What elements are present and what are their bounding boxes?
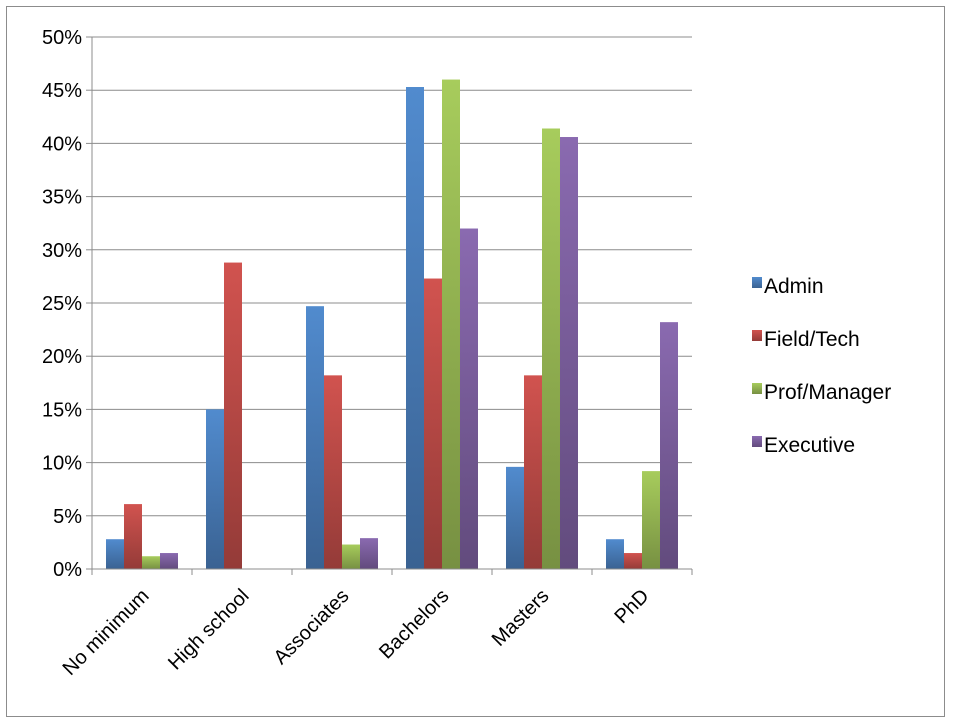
y-tick-label: 35%	[42, 187, 82, 209]
y-tick-label: 25%	[42, 293, 82, 315]
legend-swatch-field-tech	[752, 330, 762, 341]
y-tick-label: 0%	[53, 559, 82, 581]
legend-label-executive: Executive	[764, 434, 855, 457]
legend-label-prof-manager: Prof/Manager	[764, 381, 891, 404]
bar-executive-phd	[660, 322, 678, 569]
bar-executive-bachelors	[460, 228, 478, 569]
x-tick-label: High school	[164, 585, 253, 674]
gridlines	[92, 36, 692, 517]
y-tick-label: 30%	[42, 240, 82, 262]
bar-prof-manager-phd	[642, 471, 660, 569]
y-tick-labels: 0% 5% 10% 15% 20% 25% 30% 35% 40% 45% 50%	[42, 27, 82, 581]
bar-admin-no-minimum	[106, 539, 124, 569]
x-tick-label: Bachelors	[375, 585, 453, 663]
legend-label-admin: Admin	[764, 275, 824, 298]
x-tick-label: No minimum	[59, 585, 154, 680]
y-tick-label: 40%	[42, 133, 82, 155]
x-tick-label: PhD	[610, 585, 653, 628]
bar-field-tech-bachelors	[424, 278, 442, 569]
bars	[106, 79, 678, 570]
legend-swatch-prof-manager	[752, 383, 762, 394]
y-tick-label: 50%	[42, 27, 82, 49]
y-tick-label: 10%	[42, 453, 82, 475]
x-tick-label: Masters	[488, 585, 554, 651]
bar-field-tech-associates	[324, 375, 342, 569]
bar-executive-no-minimum	[160, 553, 178, 569]
bar-prof-manager-bachelors	[442, 79, 460, 569]
y-tick-label: 15%	[42, 399, 82, 421]
legend-label-field-tech: Field/Tech	[764, 328, 860, 351]
bar-executive-masters	[560, 137, 578, 570]
bar-admin-phd	[606, 539, 624, 569]
legend-swatch-admin	[752, 277, 762, 288]
y-tick-label: 20%	[42, 346, 82, 368]
bar-admin-high-school	[206, 409, 224, 569]
bar-admin-bachelors	[406, 87, 424, 570]
bar-field-tech-high-school	[224, 262, 242, 569]
bar-prof-manager-masters	[542, 128, 560, 569]
axes	[86, 36, 693, 575]
y-tick-label: 5%	[53, 506, 82, 528]
bar-field-tech-no-minimum	[124, 504, 142, 569]
x-tick-labels: No minimum High school Associates Bachelors…	[59, 585, 654, 680]
bar-field-tech-masters	[524, 375, 542, 569]
bar-executive-associates	[360, 538, 378, 569]
x-tick-label: Associates	[270, 585, 354, 669]
bar-admin-masters	[506, 466, 524, 569]
legend-swatch-executive	[752, 436, 762, 447]
y-tick-label: 45%	[42, 80, 82, 102]
bar-admin-associates	[306, 306, 324, 569]
legend: Admin Field/Tech Prof/Manager Executive	[752, 275, 891, 457]
bar-prof-manager-associates	[342, 544, 360, 569]
bar-prof-manager-no-minimum	[142, 556, 160, 569]
bar-field-tech-phd	[624, 553, 642, 569]
